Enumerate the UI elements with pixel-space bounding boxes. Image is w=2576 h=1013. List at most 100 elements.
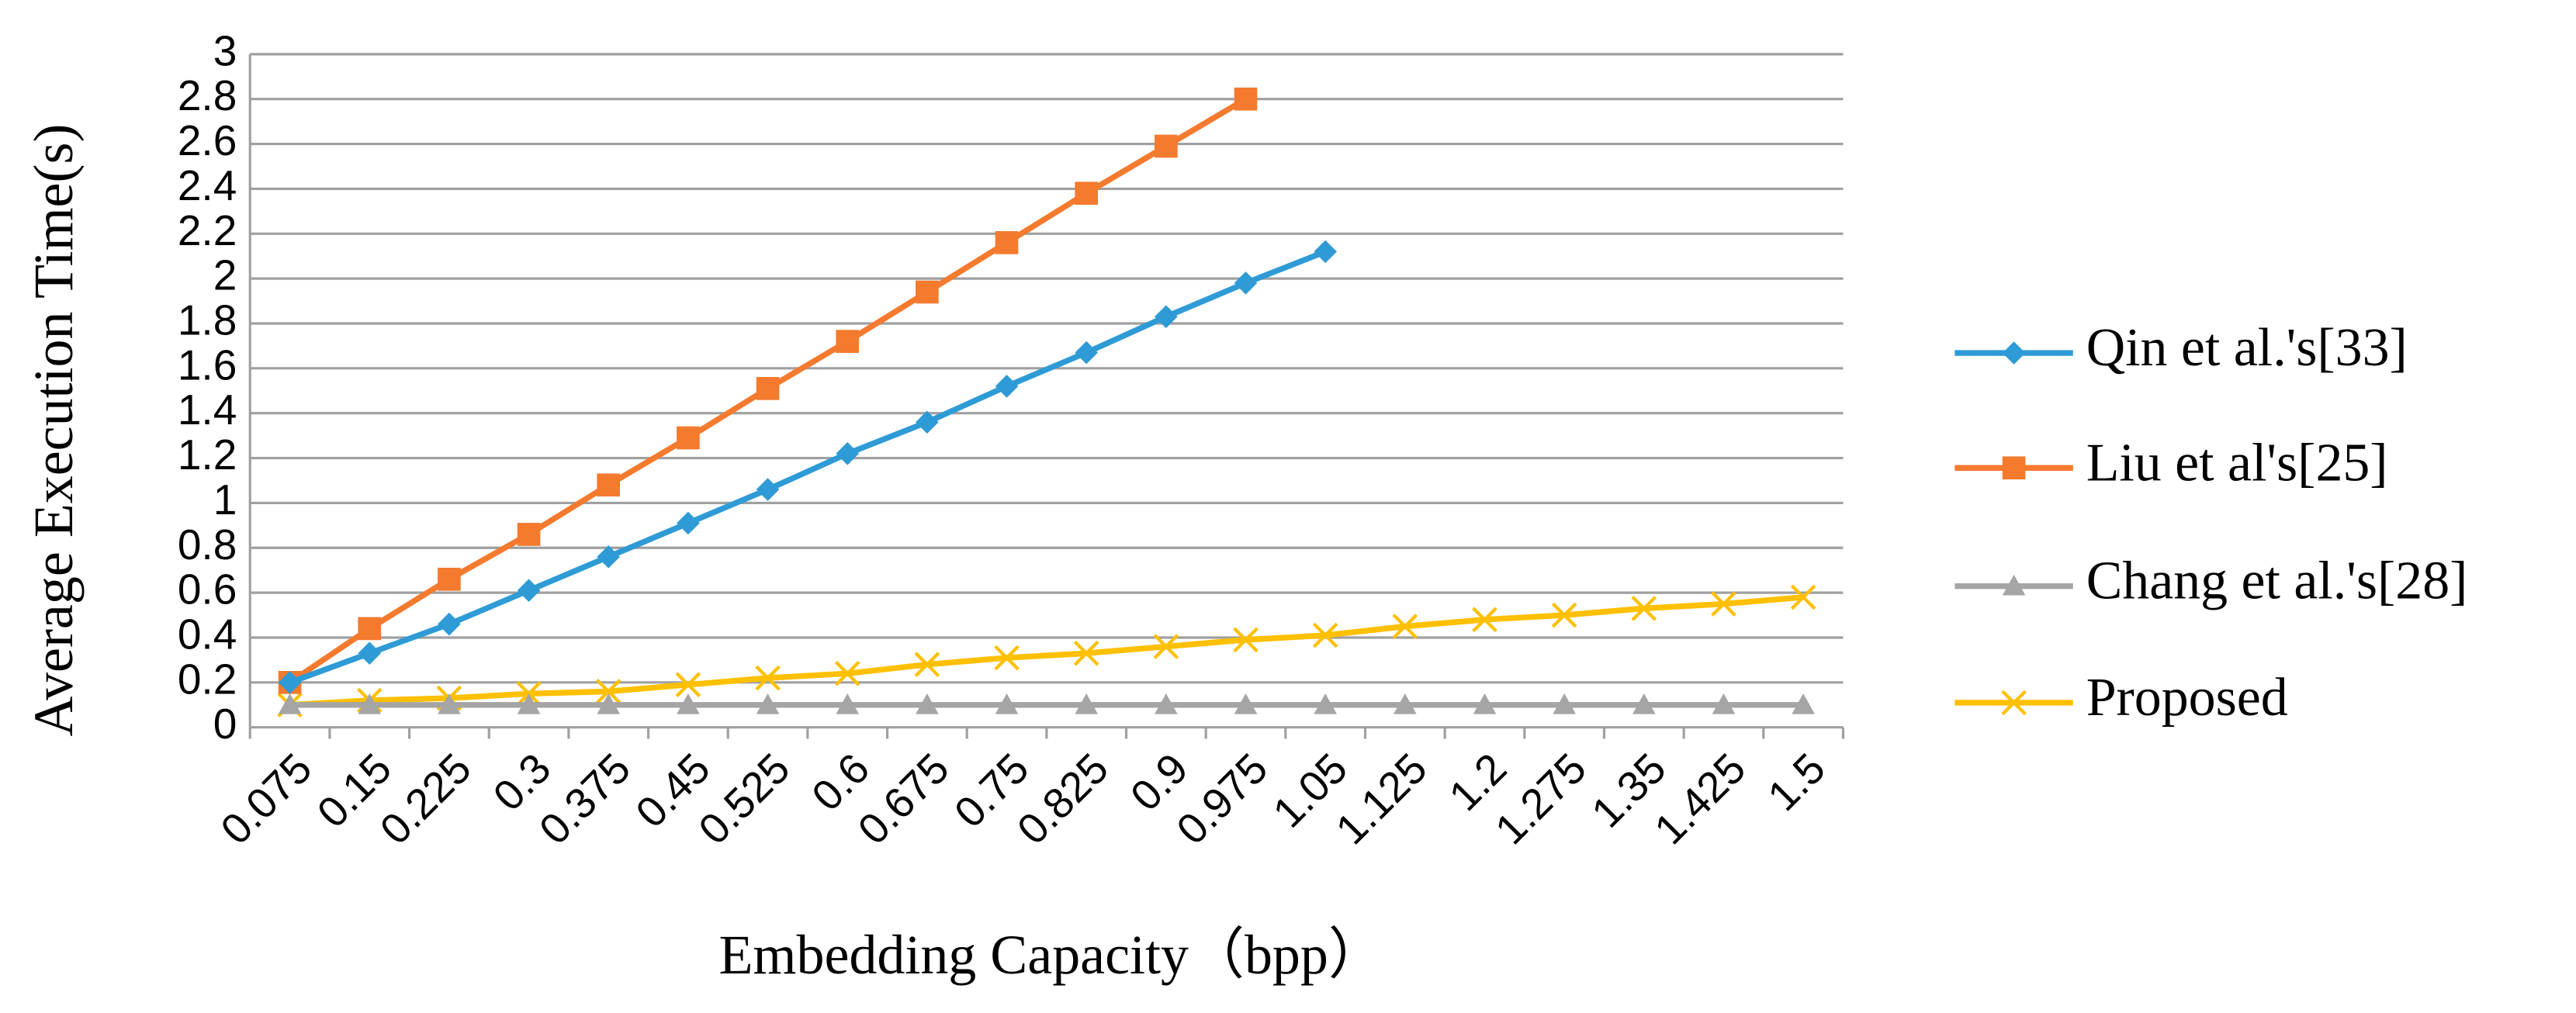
marker [1790, 584, 1816, 610]
marker [358, 641, 382, 666]
marker [995, 693, 1019, 714]
marker [1155, 134, 1178, 158]
y-tick-label: 1.8 [178, 296, 237, 344]
marker [677, 426, 700, 450]
marker [675, 672, 701, 698]
marker [1233, 627, 1259, 653]
marker [1153, 634, 1179, 659]
marker [438, 612, 461, 636]
x-tick-label: 0.225 [371, 744, 480, 853]
marker [836, 693, 860, 714]
marker [1234, 271, 1258, 295]
y-tick-label: 0.2 [178, 655, 237, 703]
y-tick-label: 1.4 [178, 385, 237, 434]
marker [914, 652, 940, 678]
y-tick-label: 2.6 [178, 116, 237, 164]
x-tick-label: 0.525 [689, 744, 798, 853]
series [278, 87, 1258, 694]
series-line [289, 248, 1327, 686]
y-tick-label: 0.6 [178, 565, 237, 614]
y-tick-label: 2 [213, 251, 237, 299]
marker [278, 693, 302, 714]
marker [358, 693, 382, 714]
marker [595, 679, 621, 704]
y-tick-label: 1.6 [178, 341, 237, 389]
marker [2002, 574, 2026, 596]
x-axis-title: Embedding Capacity（bpp） [719, 924, 1384, 986]
marker [517, 693, 541, 714]
marker [597, 545, 621, 569]
marker [916, 410, 939, 434]
y-tick-label: 1 [213, 475, 237, 524]
marker [1393, 693, 1417, 714]
marker [1073, 640, 1099, 666]
marker [517, 579, 541, 603]
marker [1155, 305, 1178, 329]
marker [1075, 693, 1098, 714]
marker [1314, 240, 1337, 264]
y-tick-label: 0.8 [178, 520, 237, 569]
x-tick-label: 0.075 [211, 744, 320, 853]
marker [597, 693, 621, 714]
y-tick-label: 3 [213, 26, 237, 74]
marker [755, 665, 781, 691]
marker [1711, 591, 1736, 617]
marker [1234, 87, 1258, 111]
marker [1314, 693, 1337, 714]
marker [2002, 456, 2026, 480]
marker [1473, 693, 1497, 714]
x-tick-label: 0.375 [530, 744, 639, 853]
x-tick-label: 1.5 [1758, 744, 1834, 820]
marker [517, 523, 541, 546]
marker [1632, 693, 1656, 714]
marker [994, 645, 1020, 671]
marker [756, 693, 780, 714]
y-tick-label: 2.2 [178, 206, 237, 254]
legend-label: Qin et al.'s[33] [2086, 318, 2408, 378]
x-tick-label: 0.675 [849, 744, 958, 853]
marker [756, 478, 780, 501]
marker [916, 280, 939, 304]
marker [2001, 690, 2027, 716]
marker [836, 330, 860, 353]
y-tick-label: 0.4 [178, 610, 237, 659]
marker [358, 617, 382, 641]
marker [834, 660, 860, 686]
marker [2002, 341, 2026, 365]
marker [1312, 622, 1338, 648]
legend-label: Liu et al's[25] [2086, 433, 2388, 493]
marker [756, 377, 780, 400]
x-tick-label: 0.975 [1167, 744, 1276, 853]
marker [1392, 614, 1418, 639]
x-tick-label: 0.825 [1008, 744, 1117, 853]
marker [597, 473, 621, 497]
marker [278, 671, 302, 694]
x-tick-label: 1.425 [1645, 744, 1754, 853]
y-tick-label: 2.4 [178, 161, 237, 209]
marker [677, 693, 700, 714]
marker [1075, 182, 1098, 206]
marker [995, 375, 1019, 398]
series [278, 693, 1815, 714]
marker [1792, 693, 1815, 714]
marker [1155, 693, 1178, 714]
legend-label: Chang et al.'s[28] [2086, 551, 2468, 611]
x-tick-label: 1.125 [1327, 744, 1436, 853]
x-tick-label: 1.275 [1486, 744, 1595, 853]
marker [1551, 602, 1577, 628]
marker [438, 693, 461, 714]
marker [836, 441, 860, 465]
marker [1234, 693, 1258, 714]
series [277, 584, 1816, 718]
marker [1553, 693, 1576, 714]
marker [1472, 607, 1497, 633]
legend-label: Proposed [2086, 668, 2288, 728]
y-axis-title: Average Execution Time(s) [23, 124, 85, 737]
y-tick-label: 0 [213, 700, 237, 748]
marker [995, 231, 1019, 254]
marker [1075, 341, 1098, 365]
y-tick-label: 2.8 [178, 71, 237, 119]
marker [677, 511, 700, 535]
series-line [289, 594, 1804, 708]
